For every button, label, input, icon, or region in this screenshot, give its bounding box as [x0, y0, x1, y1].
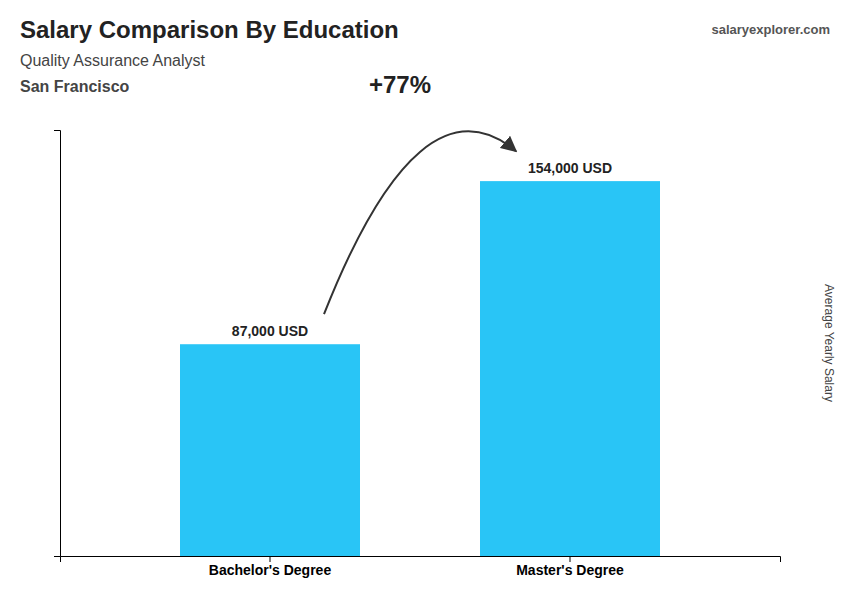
y-axis-title: Average Yearly Salary: [822, 284, 836, 402]
change-arrow: [324, 131, 516, 314]
y-axis: [54, 131, 61, 557]
bar: [480, 181, 660, 556]
source: salaryexplorer.com: [711, 22, 830, 37]
y-axis-line: [54, 131, 61, 557]
chart: Bachelor's Degree Master's Degree 87,000 U…: [0, 0, 850, 606]
data-label: 87,000 USD: [232, 323, 308, 339]
x-tick: Bachelor's Degree: [209, 556, 332, 578]
change-label: +77%: [369, 71, 431, 98]
x-axis-line: [61, 557, 781, 563]
x-axis: Bachelor's Degree Master's Degree: [61, 556, 781, 578]
location: San Francisco: [20, 78, 130, 95]
x-tick-label: Master's Degree: [516, 562, 624, 578]
bar: [180, 344, 360, 556]
x-tick-label: Bachelor's Degree: [209, 562, 332, 578]
bars: [180, 181, 660, 556]
x-tick: Master's Degree: [516, 556, 624, 578]
plot: Bachelor's Degree Master's Degree 87,000 U…: [54, 71, 781, 578]
data-label: 154,000 USD: [528, 160, 612, 176]
subtitle: Quality Assurance Analyst: [20, 52, 206, 69]
data-labels: 87,000 USD 154,000 USD: [232, 160, 612, 339]
title: Salary Comparison By Education: [20, 16, 399, 43]
